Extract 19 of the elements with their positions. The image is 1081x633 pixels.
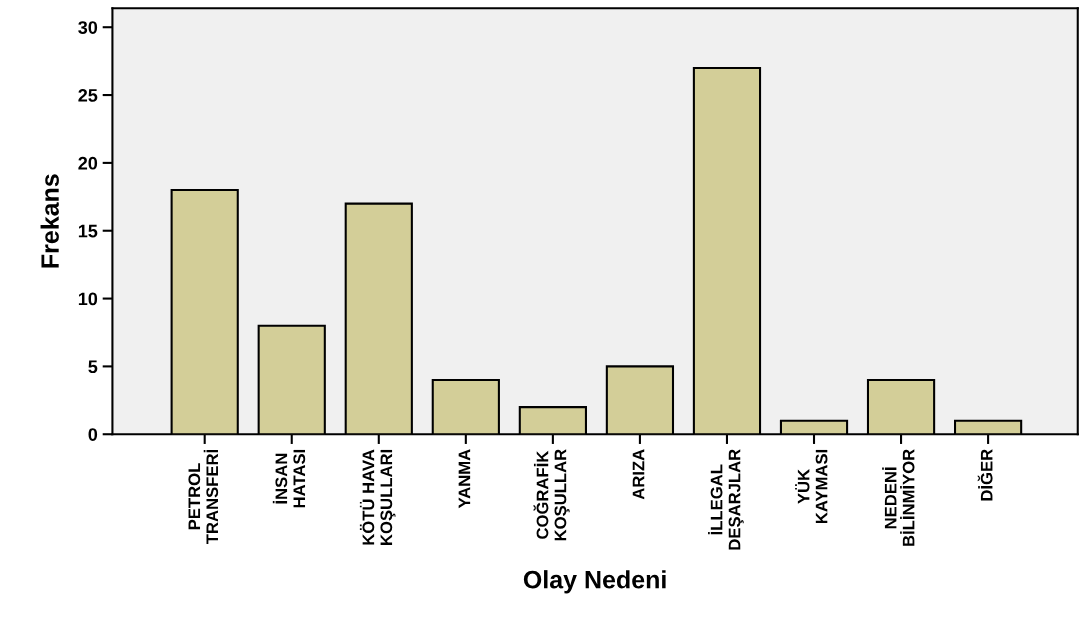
y-tick-label: 0 [88,428,98,441]
y-tick-label: 10 [78,292,98,306]
x-tick-label: PETROL TRANSFERİ [188,449,219,544]
x-tick-label: COĞRAFİK KOŞULLAR [533,449,570,541]
y-tick-label: 30 [78,21,98,34]
x-tick-label: ARIZA [632,449,645,500]
y-tick-label: 15 [78,224,98,238]
x-tick-label: İNSAN HATASI [272,449,306,508]
x-tick-label: YÜK KAYMASI [795,449,828,524]
x-axis-title: Olay Nedeni [523,570,666,594]
x-tick-label: KÖTÜ HAVA KOŞULLARI [359,449,396,545]
x-tick-label: NEDENİ BİLİNMİYOR [882,449,915,546]
y-tick-label: 20 [78,156,98,170]
x-tick-label: YANMA [458,449,471,509]
x-tick-label: İLLEGAL DEŞARJLAR [708,449,744,550]
y-axis-title: Frekans [40,174,59,268]
y-tick-label: 25 [78,88,98,102]
x-tick-label: DİĞER [977,449,993,501]
y-tick-label: 5 [88,360,98,374]
